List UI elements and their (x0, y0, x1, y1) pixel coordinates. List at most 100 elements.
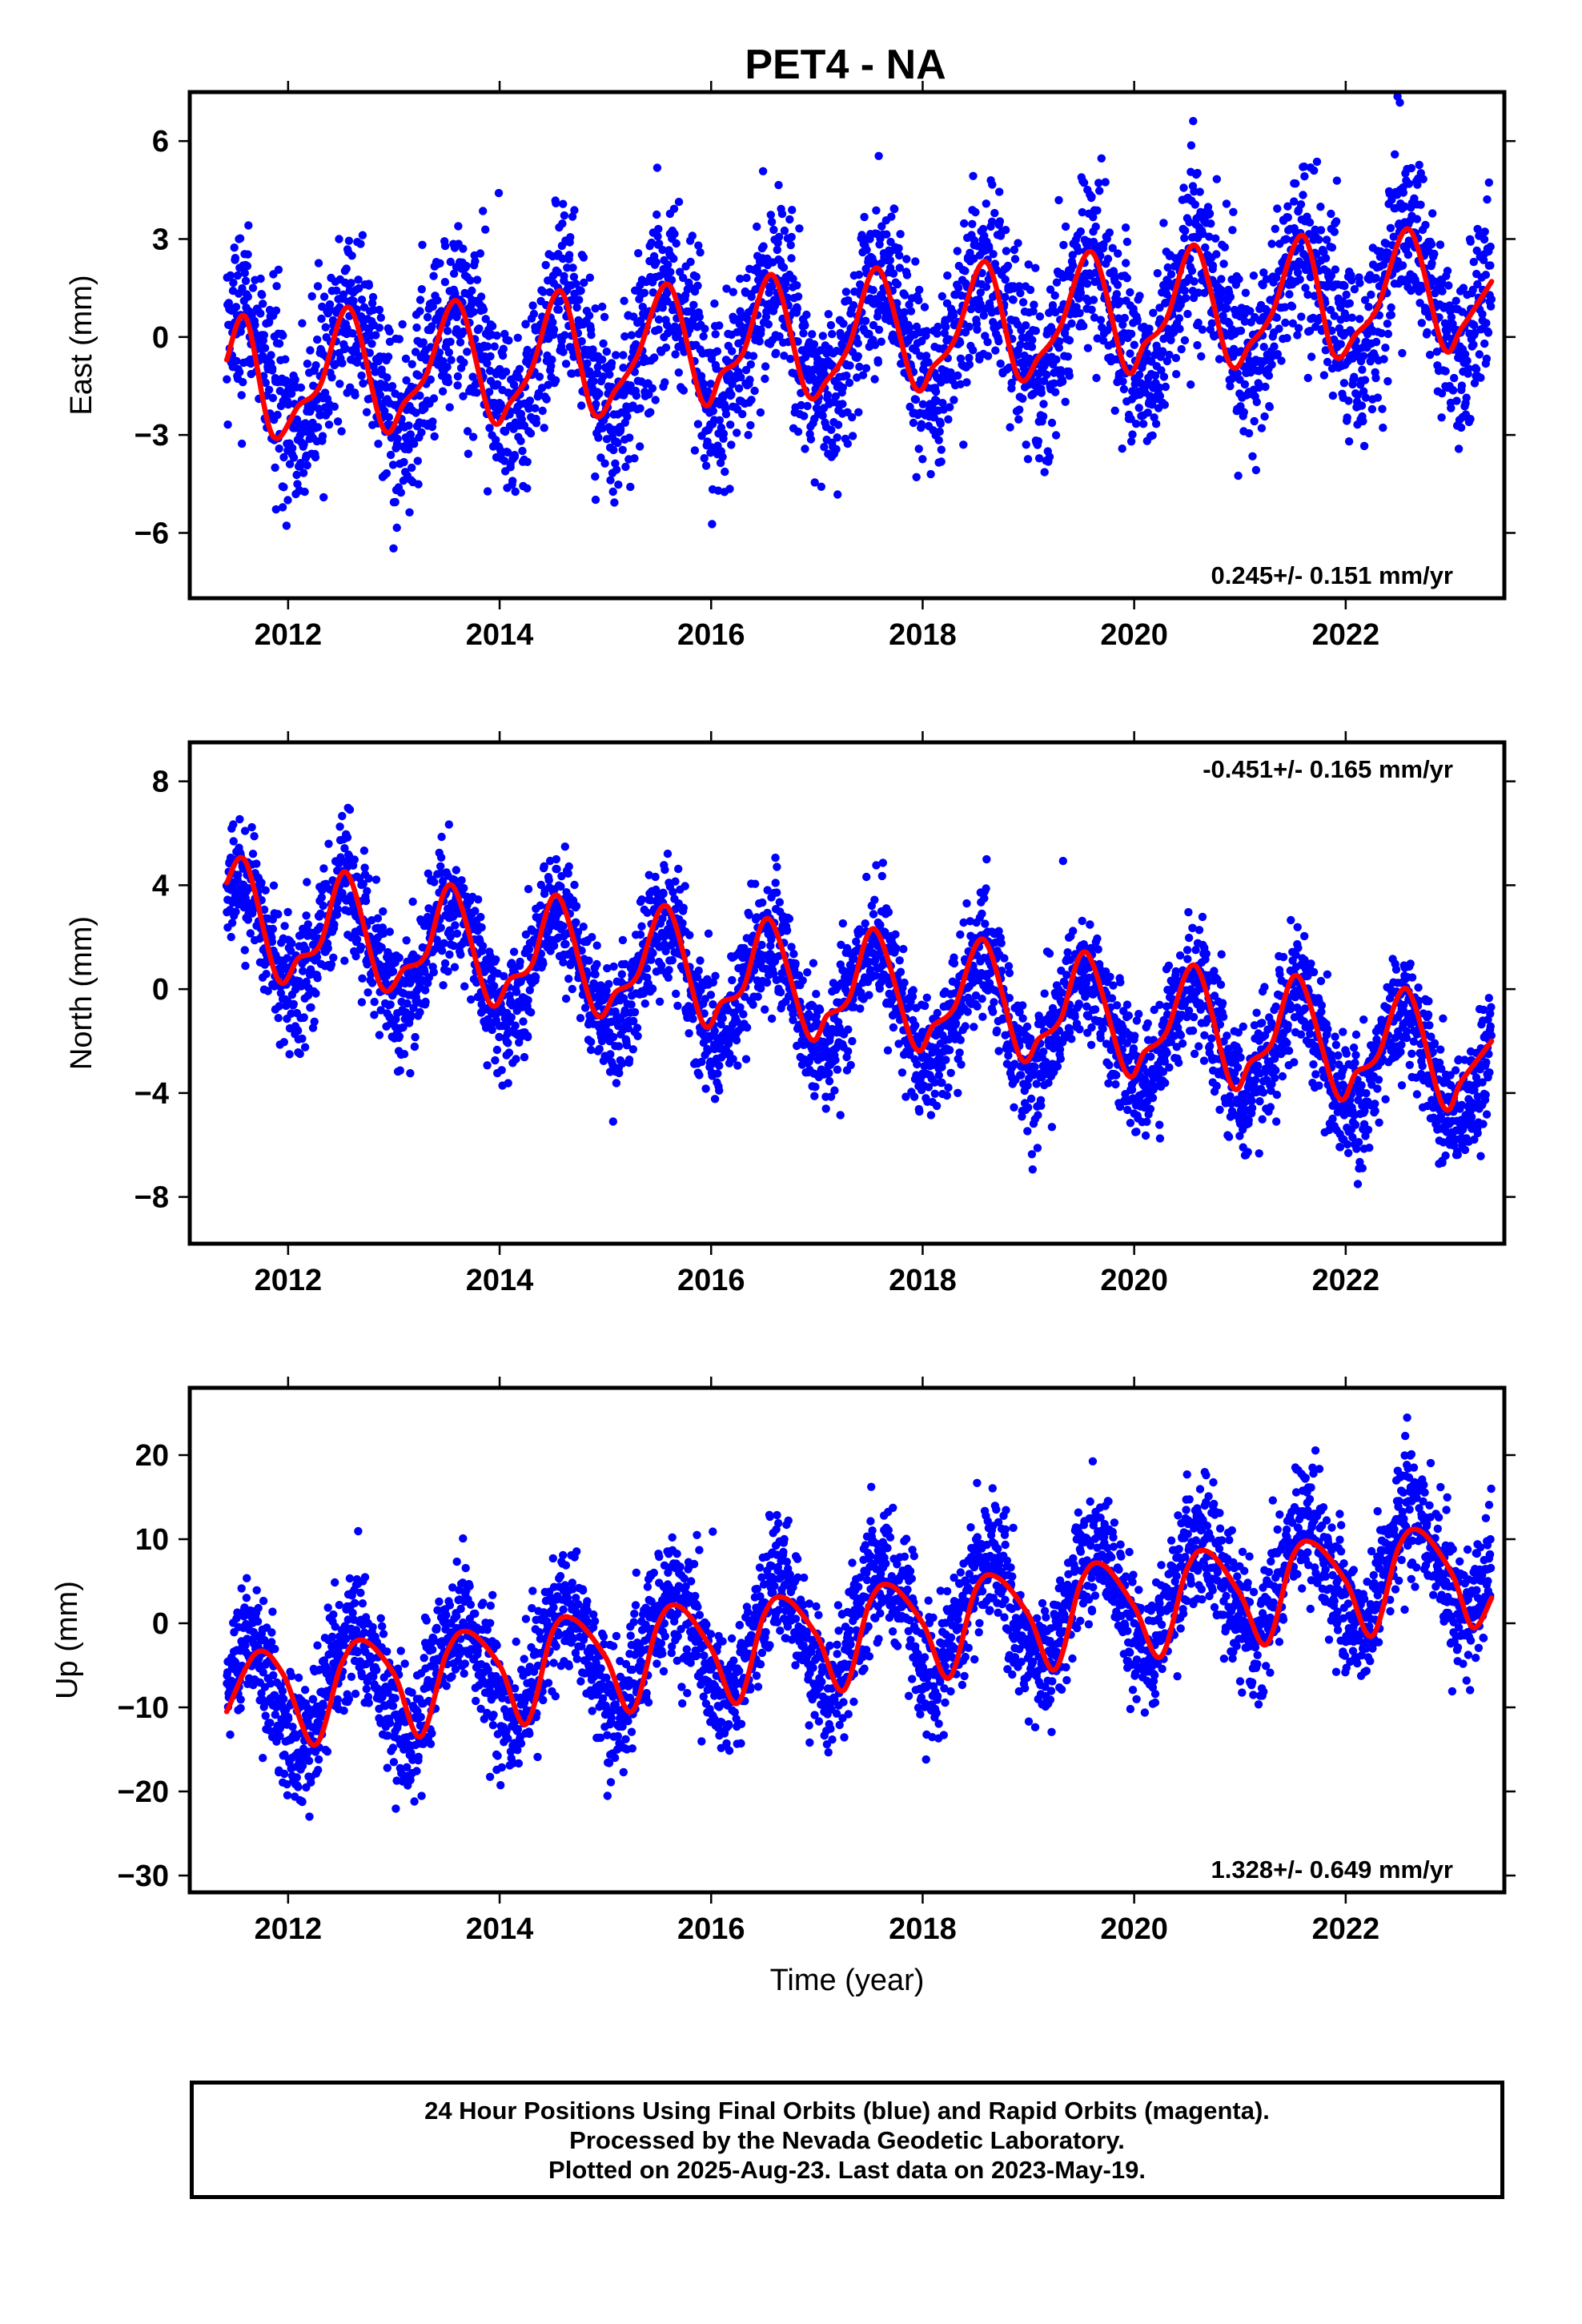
data-point (818, 411, 827, 420)
data-point (862, 245, 871, 255)
data-point (873, 358, 883, 367)
data-point (793, 427, 803, 436)
data-point (924, 358, 933, 367)
data-point (274, 1014, 283, 1023)
data-point (477, 999, 486, 1009)
data-point (340, 844, 349, 853)
data-point (1007, 378, 1016, 388)
data-point (568, 263, 577, 272)
data-point (387, 382, 397, 391)
data-point (853, 339, 862, 348)
data-point (905, 300, 913, 309)
data-point (1469, 257, 1479, 267)
data-point (646, 408, 655, 416)
data-point (839, 320, 848, 328)
data-point (511, 487, 520, 497)
data-point (905, 402, 914, 412)
data-point (609, 1032, 618, 1042)
data-point (408, 360, 416, 368)
data-point (560, 331, 569, 340)
data-point (303, 460, 311, 470)
data-point (310, 1017, 319, 1027)
data-point (1259, 268, 1268, 277)
data-point (747, 292, 756, 301)
data-point (319, 292, 329, 301)
data-point (1091, 222, 1100, 231)
data-point (1291, 179, 1300, 188)
data-point (726, 420, 735, 429)
data-point (275, 444, 283, 453)
data-point (1197, 352, 1206, 361)
data-point (445, 926, 454, 935)
data-point (355, 352, 364, 360)
data-point (1350, 372, 1359, 381)
data-point (267, 351, 275, 360)
data-point (968, 219, 977, 228)
data-point (1212, 250, 1221, 259)
data-point (900, 308, 909, 316)
data-point (1240, 317, 1250, 326)
data-point (1287, 302, 1297, 311)
data-point (745, 376, 754, 384)
data-point (1297, 312, 1306, 321)
data-point (1476, 373, 1485, 382)
data-point (358, 231, 367, 239)
data-point (587, 331, 596, 340)
data-point (624, 1055, 634, 1064)
data-point (1383, 320, 1392, 328)
data-point (518, 446, 527, 456)
data-point (1034, 454, 1044, 463)
data-point (418, 240, 427, 249)
data-point (965, 353, 974, 363)
data-point (536, 901, 545, 910)
data-point (396, 488, 405, 497)
data-point (1417, 319, 1427, 328)
data-point (592, 400, 600, 408)
data-point (319, 864, 328, 873)
data-point (1155, 392, 1165, 400)
data-point (398, 320, 407, 329)
data-point (1126, 437, 1136, 446)
data-point (1128, 430, 1137, 439)
data-point (449, 941, 458, 951)
data-point (568, 212, 577, 221)
data-point (504, 1039, 512, 1047)
data-point (629, 312, 638, 321)
data-point (901, 291, 909, 300)
data-point (1241, 288, 1251, 297)
data-point (1067, 319, 1076, 328)
data-point (540, 862, 548, 871)
data-point (838, 383, 848, 392)
data-point (636, 316, 645, 325)
data-point (450, 875, 459, 885)
data-point (327, 960, 336, 969)
data-point (1322, 235, 1331, 244)
data-point (488, 1025, 496, 1035)
data-point (695, 1071, 704, 1080)
data-point (1016, 288, 1025, 298)
data-point (240, 946, 249, 955)
data-point (524, 995, 532, 1005)
data-point (326, 305, 335, 315)
data-point (655, 997, 665, 1007)
data-point (1250, 416, 1259, 426)
data-point (288, 444, 297, 452)
data-point (858, 371, 868, 380)
data-point (1463, 356, 1472, 365)
data-point (351, 391, 359, 400)
data-point (238, 283, 247, 293)
x-tick-label: 2020 (1100, 618, 1168, 652)
data-point (1481, 271, 1491, 279)
data-point (1282, 235, 1291, 243)
data-point (656, 961, 666, 970)
data-point (806, 435, 816, 444)
data-point (347, 251, 356, 260)
data-point (268, 924, 278, 934)
data-point (1114, 314, 1123, 323)
data-point (539, 959, 548, 968)
data-point (1437, 413, 1446, 422)
data-point (229, 837, 238, 846)
data-point (1303, 290, 1312, 300)
data-point (1031, 263, 1040, 272)
